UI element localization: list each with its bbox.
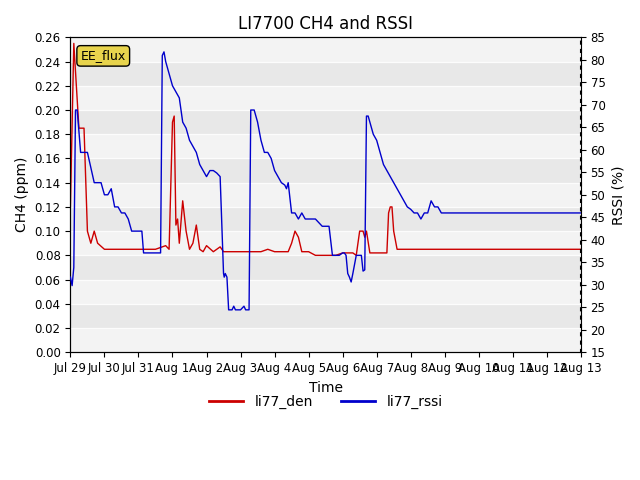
Legend: li77_den, li77_rssi: li77_den, li77_rssi [203,389,448,415]
Y-axis label: RSSI (%): RSSI (%) [611,165,625,225]
Bar [70,328,581,352]
Bar [70,86,581,110]
X-axis label: Time: Time [308,381,342,395]
Bar [70,134,581,158]
Title: LI7700 CH4 and RSSI: LI7700 CH4 and RSSI [238,15,413,33]
Bar [70,183,581,207]
Bar [70,231,581,255]
Bar [70,279,581,304]
Bar [70,37,581,61]
Y-axis label: CH4 (ppm): CH4 (ppm) [15,157,29,232]
Text: EE_flux: EE_flux [81,49,126,62]
